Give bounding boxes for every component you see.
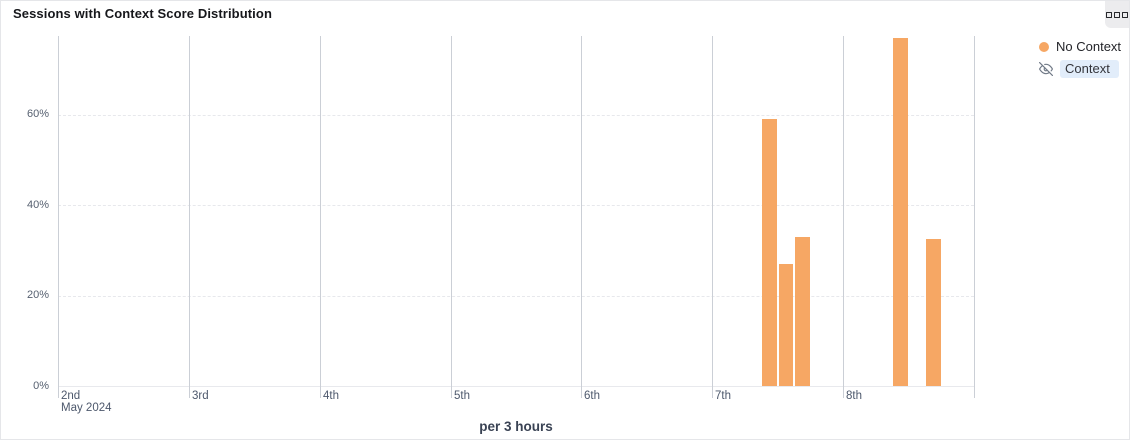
chart-legend: No Context Context: [1039, 38, 1121, 78]
bar[interactable]: [778, 263, 794, 386]
eye-slash-icon: [1039, 61, 1053, 76]
y-axis-tick-label: 60%: [26, 108, 49, 121]
x-axis-tick-label: 4th: [323, 390, 339, 402]
chart-title: Sessions with Context Score Distribution: [13, 6, 272, 21]
legend-label-context: Context: [1060, 59, 1119, 78]
x-axis-tick-label: 2nd: [61, 390, 81, 402]
three-squares-icon: [1106, 11, 1128, 18]
x-gridline: [712, 36, 713, 398]
x-gridline: [320, 36, 321, 398]
granularity-label: per 3 hours: [479, 419, 553, 434]
y-axis-tick-label: 0%: [33, 379, 49, 392]
y-gridline: [58, 114, 974, 116]
bar[interactable]: [762, 119, 777, 386]
bar[interactable]: [893, 37, 908, 386]
x-gridline: [451, 36, 452, 398]
chart-menu-button[interactable]: [1105, 1, 1129, 28]
x-axis-tick-label: 8th: [846, 390, 862, 402]
series-dot-icon: [1039, 41, 1049, 52]
x-gridline: [58, 36, 59, 398]
y-axis-tick-label: 40%: [26, 198, 49, 211]
bar[interactable]: [794, 236, 810, 386]
legend-label-no-context: No Context: [1056, 39, 1122, 54]
y-gridline: [58, 295, 974, 297]
legend-item-context[interactable]: Context: [1039, 59, 1121, 78]
x-axis-month-label: May 2024: [61, 402, 112, 414]
x-axis-line: [58, 386, 974, 387]
bar[interactable]: [925, 239, 941, 386]
x-axis-tick-label: 7th: [715, 390, 731, 402]
x-axis-tick-label: 3rd: [192, 390, 209, 402]
x-gridline: [843, 36, 844, 398]
x-gridline: [581, 36, 582, 398]
x-axis-tick-label: 5th: [454, 390, 470, 402]
y-gridline: [58, 205, 974, 207]
legend-item-no-context[interactable]: No Context: [1039, 38, 1121, 55]
y-axis-tick-label: 20%: [26, 289, 49, 302]
x-gridline: [189, 36, 190, 398]
x-axis-tick-label: 6th: [584, 390, 600, 402]
x-gridline: [974, 36, 975, 398]
